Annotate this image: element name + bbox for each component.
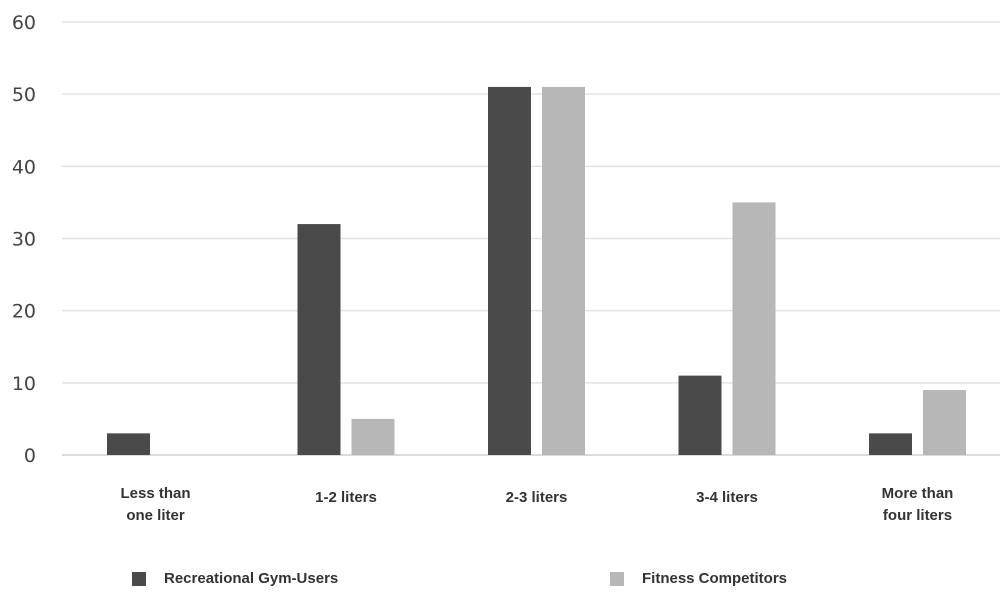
bar-recreational xyxy=(297,224,341,455)
bar-fitness xyxy=(542,86,585,455)
bar-fitness xyxy=(351,418,395,455)
x-tick-label: Less than xyxy=(120,485,190,502)
y-tick-label: 30 xyxy=(12,229,36,251)
x-tick-label: 1-2 liters xyxy=(315,489,377,506)
legend-item-fitness: Fitness Competitors xyxy=(610,570,787,587)
x-tick-label: one liter xyxy=(126,507,185,524)
y-tick-label: 50 xyxy=(12,84,36,106)
bar-fitness xyxy=(732,202,776,455)
y-tick-label: 40 xyxy=(12,156,36,178)
legend-swatch-recreational xyxy=(132,571,146,586)
legend-label-recreational: Recreational Gym-Users xyxy=(164,570,339,587)
x-tick-label: four liters xyxy=(883,507,952,524)
legend-item-recreational: Recreational Gym-Users xyxy=(132,570,338,587)
legend-swatch-fitness xyxy=(610,571,624,586)
y-tick-label: 60 xyxy=(12,12,36,34)
bar-recreational xyxy=(678,375,722,455)
y-tick-label: 20 xyxy=(12,301,36,323)
y-tick-label: 10 xyxy=(12,373,36,395)
y-axis-ticks: 0 10 20 30 40 50 60 xyxy=(12,12,36,467)
x-tick-label: More than xyxy=(882,485,954,502)
x-tick-label: 3-4 liters xyxy=(696,489,758,506)
legend-label-fitness: Fitness Competitors xyxy=(642,570,788,587)
bar-recreational xyxy=(488,86,531,455)
bar-recreational xyxy=(107,433,150,455)
bars xyxy=(107,86,966,455)
y-tick-label: 0 xyxy=(24,445,36,467)
bar-fitness xyxy=(923,390,966,455)
bar-recreational xyxy=(869,433,912,455)
x-axis-ticks: Less than one liter 1-2 liters 2-3 liters 3-… xyxy=(120,485,953,524)
x-tick-label: 2-3 liters xyxy=(506,489,568,506)
